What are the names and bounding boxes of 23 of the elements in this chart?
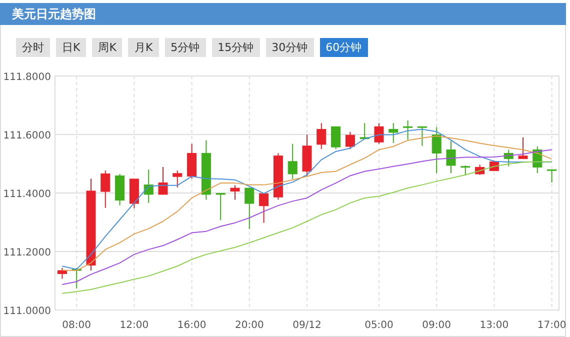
y-tick-label: 111.8000 — [3, 72, 51, 83]
y-tick-label: 111.0000 — [3, 306, 51, 317]
x-tick-label: 09/12 — [292, 320, 322, 331]
x-tick-label: 05:00 — [364, 320, 394, 331]
x-tick-label: 16:00 — [177, 320, 206, 331]
x-tick-label: 20:00 — [234, 320, 264, 331]
text: 分时 — [16, 38, 50, 57]
text: 日K — [56, 38, 86, 57]
text: 月K — [128, 38, 159, 57]
x-tick-label: 13:00 — [480, 320, 509, 331]
x-tick-label: 12:00 — [120, 320, 149, 331]
text: 60分钟 — [320, 38, 368, 57]
text: 5分钟 — [164, 38, 206, 57]
text: 周K — [92, 38, 122, 57]
text: 15分钟 — [212, 38, 260, 57]
x-tick-label: 09:00 — [422, 320, 452, 331]
y-tick-label: 111.2000 — [3, 248, 51, 258]
title: 美元日元趋势图 — [0, 3, 566, 25]
y-tick-label: 111.6000 — [3, 130, 51, 142]
text: 30分钟 — [266, 38, 314, 57]
x-tick-label: 17:00 — [537, 320, 566, 331]
x-tick-label: 08:00 — [62, 320, 92, 331]
y-tick-label: 111.4000 — [3, 189, 51, 200]
